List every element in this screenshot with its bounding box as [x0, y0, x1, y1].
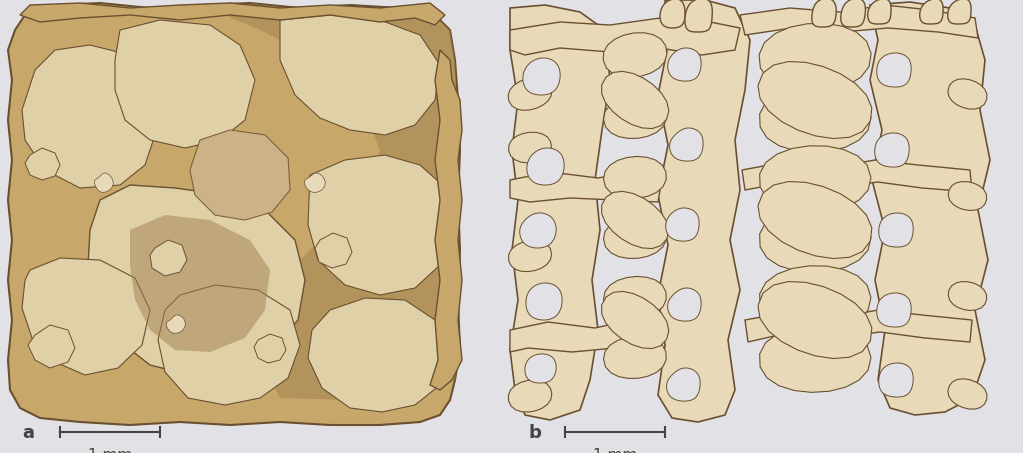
Polygon shape — [525, 354, 557, 383]
Polygon shape — [660, 0, 685, 28]
Polygon shape — [740, 5, 978, 38]
Polygon shape — [510, 318, 660, 352]
Polygon shape — [527, 148, 564, 185]
Polygon shape — [308, 298, 448, 412]
Polygon shape — [254, 334, 286, 363]
Polygon shape — [308, 155, 450, 295]
Polygon shape — [658, 0, 750, 422]
Polygon shape — [201, 5, 460, 400]
Polygon shape — [308, 155, 450, 295]
Polygon shape — [666, 208, 699, 241]
Polygon shape — [760, 266, 871, 333]
Polygon shape — [604, 156, 666, 198]
Polygon shape — [604, 33, 667, 77]
Polygon shape — [760, 206, 871, 272]
Polygon shape — [870, 2, 990, 415]
Polygon shape — [879, 363, 914, 397]
Polygon shape — [745, 310, 972, 342]
Polygon shape — [25, 148, 60, 180]
Polygon shape — [23, 258, 150, 375]
Polygon shape — [510, 170, 662, 202]
Polygon shape — [508, 380, 551, 412]
Polygon shape — [812, 0, 836, 27]
Polygon shape — [668, 48, 701, 81]
Polygon shape — [760, 146, 871, 212]
Polygon shape — [130, 215, 270, 352]
Polygon shape — [760, 86, 871, 152]
Polygon shape — [23, 45, 160, 188]
Polygon shape — [8, 3, 460, 425]
Polygon shape — [520, 213, 557, 248]
Polygon shape — [158, 285, 300, 405]
Polygon shape — [28, 325, 75, 368]
Polygon shape — [308, 298, 448, 412]
Polygon shape — [948, 79, 987, 109]
Polygon shape — [948, 379, 987, 409]
Polygon shape — [523, 58, 561, 95]
Polygon shape — [658, 0, 750, 422]
Polygon shape — [190, 130, 290, 220]
Polygon shape — [602, 191, 669, 249]
Polygon shape — [948, 182, 986, 211]
Polygon shape — [23, 258, 150, 375]
Polygon shape — [604, 337, 666, 378]
Polygon shape — [948, 282, 986, 310]
Polygon shape — [759, 24, 872, 92]
Text: 1 mm: 1 mm — [593, 448, 637, 453]
Polygon shape — [315, 233, 352, 268]
Polygon shape — [841, 0, 865, 27]
Polygon shape — [280, 15, 440, 135]
Polygon shape — [947, 0, 971, 24]
Polygon shape — [760, 326, 871, 392]
Polygon shape — [115, 20, 255, 148]
Polygon shape — [522, 15, 602, 410]
Polygon shape — [115, 20, 255, 148]
Polygon shape — [668, 288, 701, 321]
Polygon shape — [742, 160, 972, 192]
Polygon shape — [685, 0, 712, 32]
Polygon shape — [167, 315, 185, 333]
Text: a: a — [23, 424, 34, 442]
Polygon shape — [94, 173, 114, 193]
Polygon shape — [877, 293, 911, 327]
Polygon shape — [508, 132, 551, 163]
Polygon shape — [920, 0, 943, 24]
Polygon shape — [508, 241, 551, 272]
Polygon shape — [602, 72, 669, 129]
Polygon shape — [879, 213, 914, 247]
Polygon shape — [868, 0, 891, 24]
Text: b: b — [529, 424, 541, 442]
Polygon shape — [305, 173, 325, 193]
Polygon shape — [190, 130, 290, 220]
Polygon shape — [667, 368, 700, 401]
Polygon shape — [510, 5, 610, 420]
Polygon shape — [604, 276, 666, 318]
Polygon shape — [877, 53, 911, 87]
Polygon shape — [870, 2, 990, 415]
Polygon shape — [508, 77, 551, 110]
Polygon shape — [758, 182, 872, 259]
Text: 1 mm: 1 mm — [88, 448, 132, 453]
Polygon shape — [758, 282, 872, 358]
Polygon shape — [604, 96, 666, 139]
Polygon shape — [23, 45, 160, 188]
Polygon shape — [526, 283, 562, 320]
Polygon shape — [430, 50, 462, 390]
Polygon shape — [670, 128, 703, 161]
Polygon shape — [88, 185, 305, 375]
Polygon shape — [758, 62, 872, 139]
Polygon shape — [150, 240, 187, 276]
Polygon shape — [20, 3, 445, 25]
Polygon shape — [602, 291, 669, 348]
Polygon shape — [510, 18, 740, 55]
Polygon shape — [875, 133, 909, 167]
Polygon shape — [604, 217, 666, 258]
